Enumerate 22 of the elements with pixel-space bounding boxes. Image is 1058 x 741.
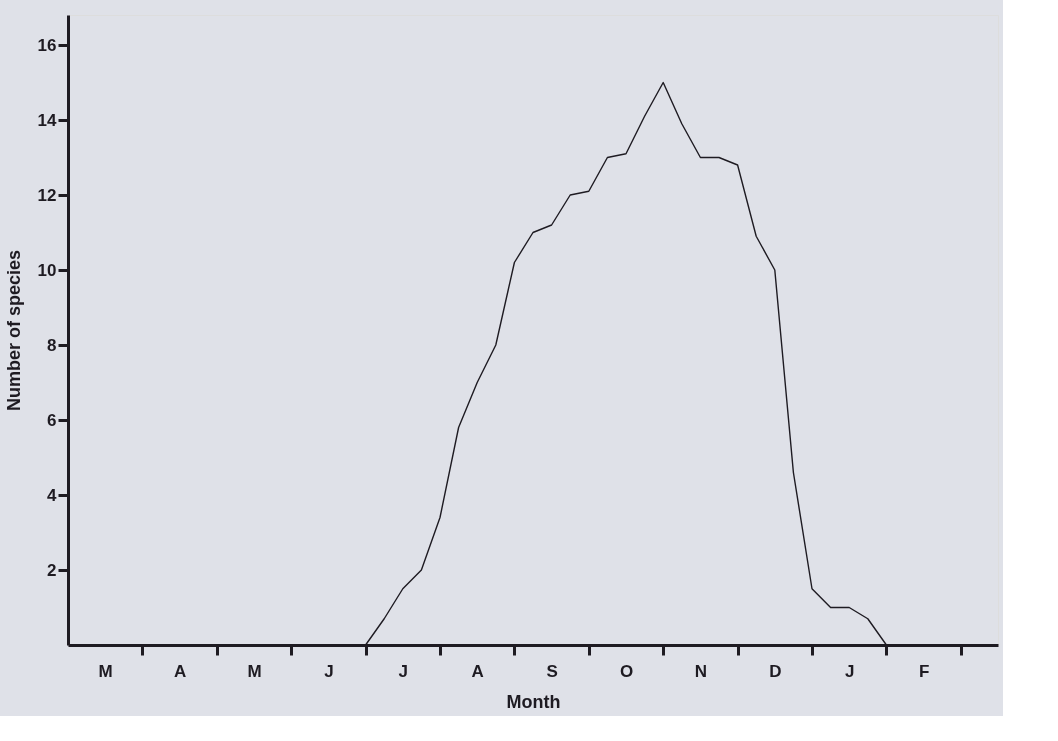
y-tick-label: 6 xyxy=(47,410,57,430)
x-tick-label: F xyxy=(918,661,930,681)
y-axis-title: Number of species xyxy=(3,249,24,412)
x-tick-label: A xyxy=(173,661,187,681)
x-tick-label: M xyxy=(98,661,113,681)
x-axis-title: Month xyxy=(506,691,561,712)
y-tick-label: 14 xyxy=(37,110,58,130)
y-tick-label: 16 xyxy=(37,35,57,55)
y-tick-label: 8 xyxy=(47,335,57,355)
x-tick-label: A xyxy=(471,661,484,681)
x-tick-label: N xyxy=(694,661,708,681)
y-tick-label: 4 xyxy=(47,485,58,505)
x-tick-label: J xyxy=(398,661,409,681)
y-tick-label: 10 xyxy=(37,260,57,280)
x-tick-label: D xyxy=(769,661,782,681)
x-tick-label: J xyxy=(844,661,855,681)
x-tick-label: M xyxy=(247,661,262,681)
y-tick-label: 2 xyxy=(47,560,57,580)
x-tick-label: O xyxy=(619,661,634,681)
x-tick-label: S xyxy=(546,661,558,681)
x-tick-label: J xyxy=(324,661,334,681)
y-tick-label: 12 xyxy=(37,185,57,205)
